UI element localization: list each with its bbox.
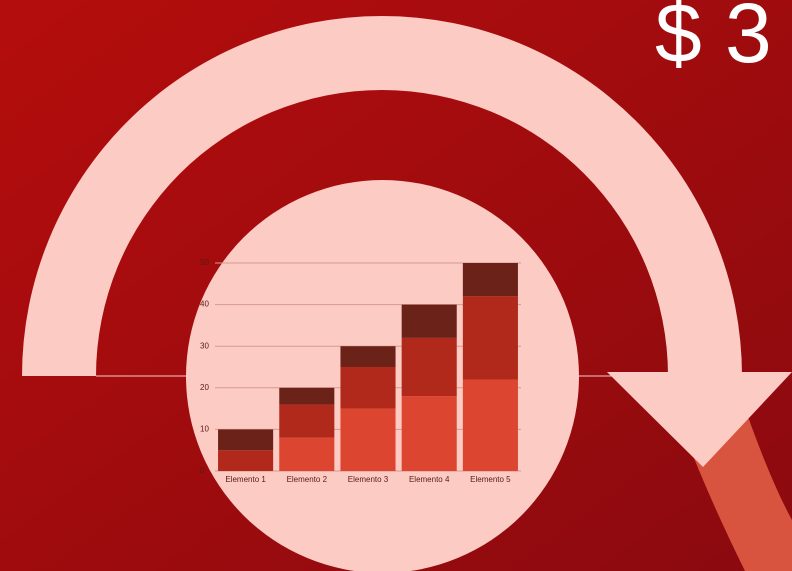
bar-segment <box>340 367 396 409</box>
y-tick-label: 30 <box>200 341 209 350</box>
arrow-head <box>607 372 792 467</box>
headline: $ 3 <box>655 0 772 80</box>
bar-segment <box>279 404 335 438</box>
y-tick-label: 40 <box>200 300 209 309</box>
bar-segment <box>462 379 518 471</box>
bar-segment <box>401 396 457 471</box>
chart: 0 10 20 30 40 50 Elemento 1 Elemento 2 Elemento … <box>200 258 521 484</box>
bar-segment <box>462 296 518 380</box>
y-tick-label: 50 <box>200 258 209 267</box>
bar-segment <box>340 346 396 367</box>
bar-segment <box>279 437 335 471</box>
bar-segment <box>340 408 396 471</box>
x-tick-label: Elemento 3 <box>348 475 389 484</box>
bar-segment <box>218 450 274 471</box>
y-tick-label: 10 <box>200 425 209 434</box>
bar-segment <box>401 304 457 338</box>
y-tick-label: 20 <box>200 383 209 392</box>
y-tick-label: 0 <box>200 466 205 475</box>
x-tick-label: Elemento 2 <box>287 475 328 484</box>
arc-band <box>22 16 742 376</box>
bar-segment <box>279 387 335 405</box>
x-tick-label: Elemento 1 <box>225 475 266 484</box>
x-tick-label: Elemento 4 <box>409 475 450 484</box>
x-tick-label: Elemento 5 <box>470 475 511 484</box>
bar-segment <box>462 263 518 297</box>
bar-segment <box>401 337 457 397</box>
bar-segment <box>218 429 274 451</box>
